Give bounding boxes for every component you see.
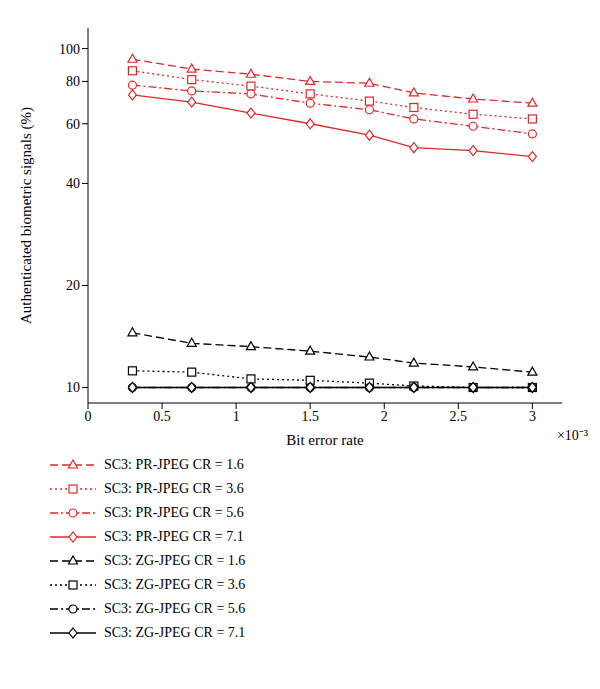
svg-text:1: 1 bbox=[233, 409, 240, 424]
svg-text:10: 10 bbox=[66, 380, 80, 395]
svg-text:80: 80 bbox=[66, 74, 80, 89]
html-text:SC3: ZG-JPEG CR = 1.6: SC3: ZG-JPEG CR = 1.6 bbox=[104, 553, 246, 568]
svg-text:Authenticated biometric signal: Authenticated biometric signals (%) bbox=[18, 107, 35, 324]
svg-text:Bit error rate: Bit error rate bbox=[286, 432, 364, 448]
html-text:SC3: PR-JPEG CR = 3.6: SC3: PR-JPEG CR = 3.6 bbox=[104, 481, 244, 496]
html-text:SC3: ZG-JPEG CR = 7.1: SC3: ZG-JPEG CR = 7.1 bbox=[104, 625, 246, 640]
html-text:SC3: PR-JPEG CR = 5.6: SC3: PR-JPEG CR = 5.6 bbox=[104, 505, 244, 520]
svg-text:40: 40 bbox=[66, 176, 80, 191]
svg-text:3: 3 bbox=[529, 409, 536, 424]
svg-text:60: 60 bbox=[66, 117, 80, 132]
html-text:SC3: ZG-JPEG CR = 5.6: SC3: ZG-JPEG CR = 5.6 bbox=[104, 601, 246, 616]
svg-text:0.5: 0.5 bbox=[153, 409, 171, 424]
html-text:×10⁻³: ×10⁻³ bbox=[556, 428, 588, 443]
svg-text:20: 20 bbox=[66, 278, 80, 293]
svg-text:2: 2 bbox=[381, 409, 388, 424]
html-text:SC3: ZG-JPEG CR = 3.6: SC3: ZG-JPEG CR = 3.6 bbox=[104, 577, 246, 592]
html-text:SC3: PR-JPEG CR = 7.1: SC3: PR-JPEG CR = 7.1 bbox=[104, 529, 244, 544]
html-text:SC3: PR-JPEG CR = 1.6: SC3: PR-JPEG CR = 1.6 bbox=[104, 457, 244, 472]
svg-text:1.5: 1.5 bbox=[301, 409, 319, 424]
svg-text:2.5: 2.5 bbox=[450, 409, 468, 424]
svg-text:100: 100 bbox=[59, 42, 80, 57]
svg-text:0: 0 bbox=[85, 409, 92, 424]
